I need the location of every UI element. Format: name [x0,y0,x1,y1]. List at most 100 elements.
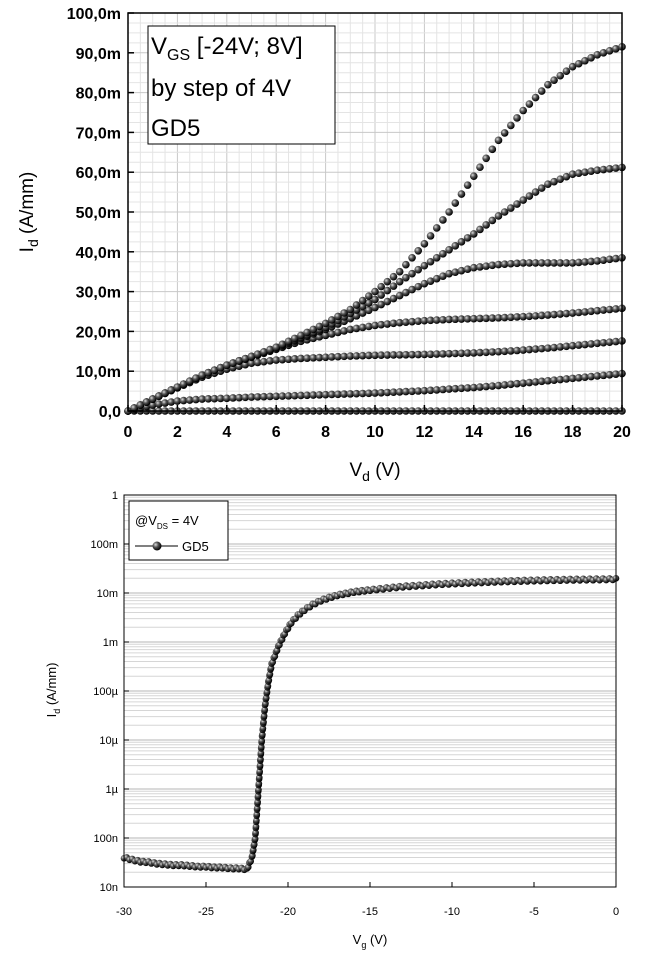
output-point [321,390,330,399]
output-point [266,357,274,365]
output-point [550,259,558,267]
output-point [605,370,614,379]
output-point [130,404,138,412]
output-point [179,396,188,405]
output-point [463,384,472,392]
output-point [223,394,231,403]
output-point [426,350,435,359]
output-point [235,393,243,402]
output-point [185,377,194,385]
output-point [321,331,330,340]
output-point [432,386,441,394]
output-point [445,208,453,216]
output-point [550,343,558,352]
output-point [599,49,608,57]
transfer-x-tick-label: -5 [529,906,539,918]
output-point [445,315,453,324]
output-point [562,259,571,267]
output-point [389,272,398,281]
output-point [402,273,410,282]
output-point [488,216,497,225]
transfer-series-0 [120,575,620,874]
output-point [303,391,311,400]
output-point [395,291,404,300]
output-point [544,376,552,385]
output-point [241,354,250,363]
output-series-0 [124,407,626,415]
output-point [408,269,416,278]
output-point [216,394,225,403]
transfer-legend-box [128,500,229,561]
output-point [358,389,367,398]
transfer-point [254,798,261,806]
output-point [136,401,145,409]
output-point [247,359,256,368]
output-point [531,259,540,267]
output-point [229,359,237,367]
output-point [574,308,583,317]
output-point [463,181,472,189]
output-point [315,353,324,362]
output-point [482,314,490,323]
transfer-point [255,786,262,794]
output-point [297,331,305,340]
output-y-tick-label: 0,0 [99,404,121,421]
output-point [365,306,373,315]
output-point [358,351,367,360]
output-x-tick-label: 16 [514,424,532,441]
output-point [148,401,157,409]
output-point [593,339,602,348]
output-point [470,383,478,392]
output-point [241,360,250,369]
output-point [593,306,602,315]
output-point [272,392,281,401]
output-point [544,259,552,267]
output-point [525,312,534,321]
transfer-x-tick-label: -20 [280,906,296,918]
output-point [605,255,614,264]
output-point [507,313,515,322]
transfer-point [257,749,265,757]
output-point [432,224,441,232]
output-point [290,391,299,400]
output-point [334,312,342,321]
output-point [488,314,497,322]
output-point [612,305,620,313]
output-point [389,294,398,303]
output-point [507,121,515,130]
output-point [500,313,509,322]
output-legend-line2: by step of 4V [151,75,291,102]
output-y-tick-label: 10,0m [76,364,121,381]
output-point [568,309,577,317]
output-point [340,309,348,317]
output-point [303,354,311,362]
output-point [537,377,546,386]
output-point [383,297,392,306]
output-point [525,192,534,200]
output-point [612,370,620,378]
output-point [408,350,416,359]
output-point [192,395,200,404]
output-point [463,265,472,274]
output-point [463,234,472,242]
output-point [593,372,602,380]
output-chart: 0 2 4 6 8 10 12 14 16 18 20 0,0 10,0m 20,0m 30,0m 40,0m… [17,6,631,484]
output-y-tick-label: 70,0m [76,125,121,142]
output-point [402,318,410,326]
output-point [525,345,534,354]
output-point [383,351,392,359]
output-point [371,303,379,312]
output-point [327,390,336,399]
transfer-y-tick-label: 100µ [93,686,118,698]
output-point [519,259,527,267]
output-point [420,386,429,395]
output-point [574,341,583,349]
output-point [537,87,546,95]
output-x-tick-label: 14 [465,424,483,441]
output-point [556,310,565,318]
output-point [358,323,367,332]
output-point [173,383,182,391]
output-point [383,286,392,295]
output-point [599,338,608,347]
output-point [420,279,429,288]
